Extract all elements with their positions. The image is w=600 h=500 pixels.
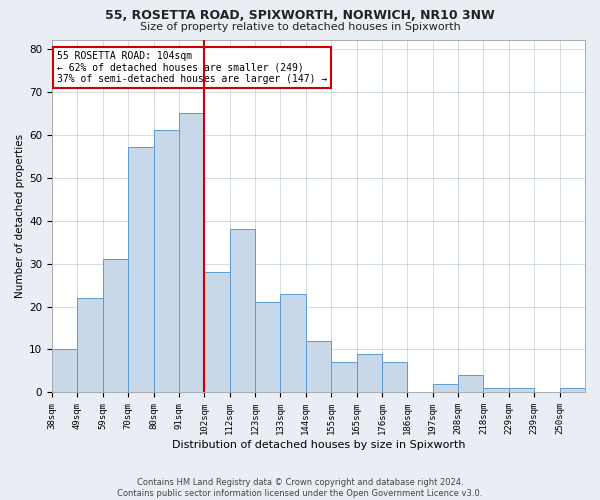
Text: Contains HM Land Registry data © Crown copyright and database right 2024.
Contai: Contains HM Land Registry data © Crown c… xyxy=(118,478,482,498)
Bar xyxy=(560,388,585,392)
Bar xyxy=(433,384,458,392)
X-axis label: Distribution of detached houses by size in Spixworth: Distribution of detached houses by size … xyxy=(172,440,465,450)
Bar xyxy=(484,388,509,392)
Bar xyxy=(382,362,407,392)
Bar xyxy=(356,354,382,393)
Bar xyxy=(280,294,306,392)
Bar xyxy=(255,302,280,392)
Bar xyxy=(128,148,154,392)
Bar xyxy=(154,130,179,392)
Bar xyxy=(331,362,356,392)
Bar xyxy=(509,388,534,392)
Bar xyxy=(204,272,230,392)
Bar xyxy=(179,113,204,392)
Bar xyxy=(103,259,128,392)
Bar xyxy=(77,298,103,392)
Bar xyxy=(306,341,331,392)
Y-axis label: Number of detached properties: Number of detached properties xyxy=(15,134,25,298)
Bar xyxy=(230,229,255,392)
Bar xyxy=(458,376,484,392)
Text: 55 ROSETTA ROAD: 104sqm
← 62% of detached houses are smaller (249)
37% of semi-d: 55 ROSETTA ROAD: 104sqm ← 62% of detache… xyxy=(58,50,328,84)
Bar xyxy=(52,350,77,393)
Text: Size of property relative to detached houses in Spixworth: Size of property relative to detached ho… xyxy=(140,22,460,32)
Text: 55, ROSETTA ROAD, SPIXWORTH, NORWICH, NR10 3NW: 55, ROSETTA ROAD, SPIXWORTH, NORWICH, NR… xyxy=(105,9,495,22)
